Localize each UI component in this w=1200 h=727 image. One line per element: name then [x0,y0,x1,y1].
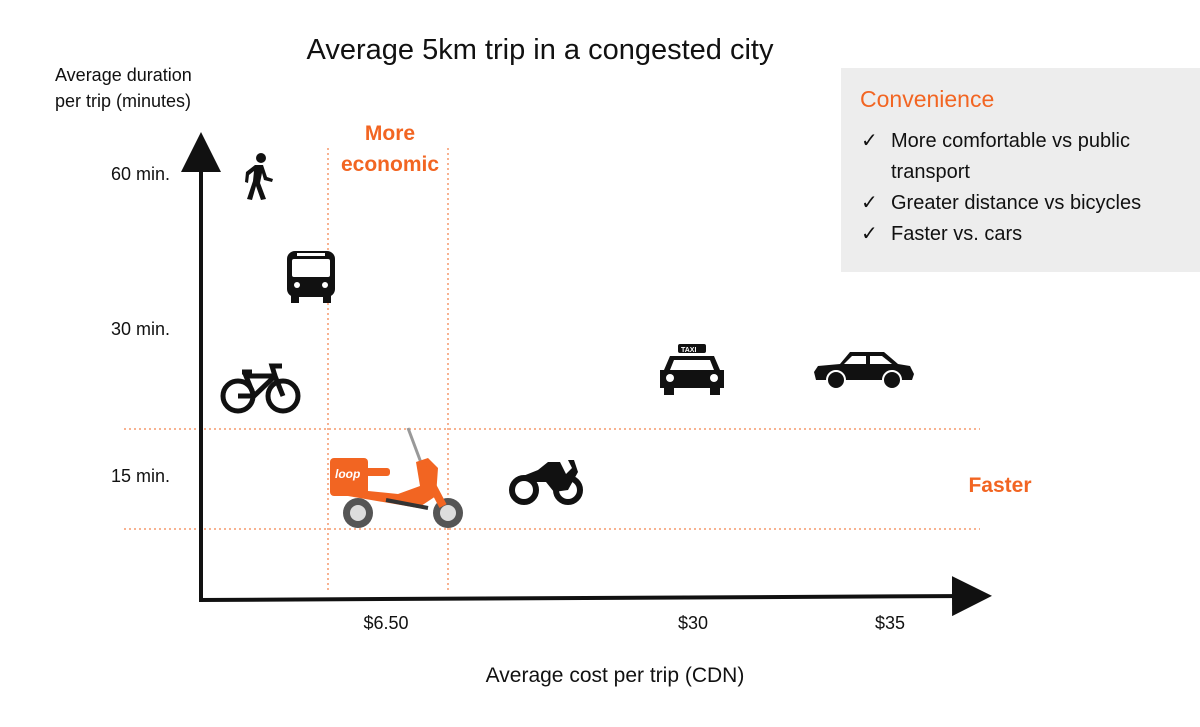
chart-title: Average 5km trip in a congested city [306,34,774,66]
list-item: ✓ Greater distance vs bicycles [861,188,1171,219]
electric-scooter-icon: loop [330,427,463,528]
x-tick-label-6-50: $6.50 [363,613,409,633]
more-economic-label: More economic [320,118,460,180]
convenience-list: ✓ More comfortable vs public transport ✓… [861,126,1171,250]
check-icon: ✓ [861,192,878,214]
walking-person-icon [245,153,273,200]
y-tick-label-15: 15 min. [110,466,170,486]
list-item: ✓ Faster vs. cars [861,219,1171,250]
y-tick-label-30: 30 min. [110,319,170,339]
more-economic-line2: economic [340,153,440,176]
check-icon: ✓ [861,223,878,245]
x-axis [198,576,992,617]
list-item: ✓ More comfortable vs public transport [861,126,1171,188]
convenience-panel: Convenience ✓ More comfortable vs public… [841,68,1200,272]
convenience-title: Convenience [860,86,995,112]
convenience-item-text: Greater distance vs bicycles [891,192,1142,214]
motorcycle-icon [509,460,583,505]
check-icon: ✓ [861,130,878,152]
x-tick-label-30: $30 [677,613,709,633]
scooter-brand-label: loop [335,467,360,481]
convenience-item-text: Faster vs. cars [891,223,1023,245]
faster-label: Faster [968,474,1032,497]
y-axis-label-line2: per trip (minutes) [55,91,192,111]
taxi-icon: TAXI [660,344,724,395]
x-axis-label: Average cost per trip (CDN) [485,664,745,687]
bicycle-icon [220,363,301,414]
x-tick-label-35: $35 [874,613,906,633]
convenience-item-text: More comfortable vs public transport [891,130,1130,183]
taxi-sign-label: TAXI [681,347,696,354]
y-tick-label-60: 60 min. [110,164,170,184]
y-axis-label: Average duration per trip (minutes) [55,62,192,114]
bus-icon [287,251,335,303]
more-economic-line1: More [364,122,416,145]
car-icon [814,352,914,390]
y-axis-label-line1: Average duration [55,65,192,85]
